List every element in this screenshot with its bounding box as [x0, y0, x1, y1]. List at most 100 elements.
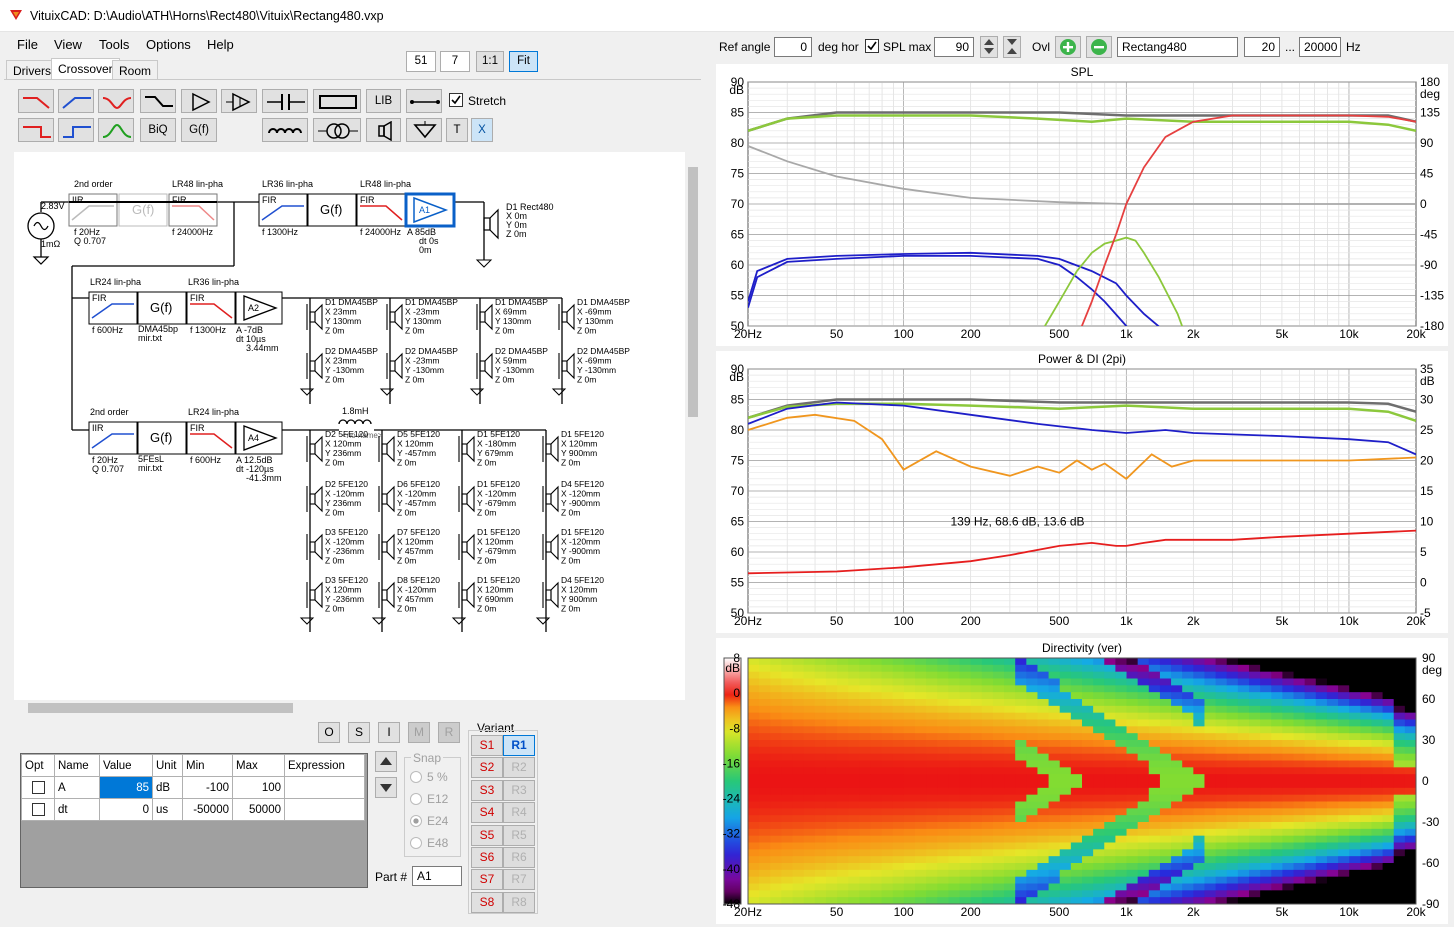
speaker-icon[interactable]: [378, 581, 395, 609]
power-di-chart[interactable]: Power & DI (2pi)20Hz 50 100 200 500 1k 2k 5k 10k…: [716, 351, 1448, 633]
t-button[interactable]: T: [446, 118, 468, 142]
snap-option[interactable]: E24: [410, 814, 448, 828]
variant-s-button[interactable]: S8: [471, 891, 503, 913]
variant-s-button[interactable]: S2: [471, 757, 503, 779]
lowpass2-button[interactable]: [18, 118, 54, 142]
max-cell[interactable]: 100: [232, 776, 285, 799]
notch-red-button[interactable]: [98, 89, 134, 113]
speaker-icon[interactable]: [306, 581, 323, 609]
vertical-scrollbar[interactable]: [685, 152, 701, 700]
bandpass-button[interactable]: [98, 118, 134, 142]
move-down-button[interactable]: [375, 777, 397, 798]
capacitor-button[interactable]: [262, 89, 308, 113]
remove-overlay-button[interactable]: [1086, 36, 1112, 58]
speaker-icon[interactable]: [558, 303, 575, 331]
variant-r-button[interactable]: R1: [503, 735, 535, 756]
variant-s-button[interactable]: S6: [471, 847, 503, 868]
o-button[interactable]: O: [318, 722, 340, 743]
move-up-button[interactable]: [375, 751, 397, 772]
stretch-checkbox[interactable]: [449, 93, 463, 107]
table-row[interactable]: dt 0 us -50000 50000: [21, 798, 365, 821]
speaker-icon[interactable]: [386, 303, 403, 331]
max-cell[interactable]: 50000: [232, 798, 285, 821]
gf-block[interactable]: [307, 193, 357, 227]
variant-r-button[interactable]: R6: [503, 847, 535, 868]
speaker-icon[interactable]: [458, 533, 475, 561]
speaker-icon[interactable]: [542, 485, 559, 513]
speaker-icon[interactable]: [306, 485, 323, 513]
opt-cell[interactable]: [21, 776, 55, 799]
snap-option[interactable]: E12: [410, 792, 448, 806]
i-button[interactable]: I: [378, 722, 400, 743]
fir-block[interactable]: [168, 193, 218, 227]
snap-option[interactable]: 5 %: [410, 770, 448, 784]
speaker-icon[interactable]: [542, 533, 559, 561]
opt-checkbox[interactable]: [31, 781, 45, 794]
menu-help[interactable]: Help: [207, 37, 234, 52]
iir-block[interactable]: [68, 193, 118, 227]
freq-high-input[interactable]: 20000: [1299, 37, 1341, 57]
freq-low-input[interactable]: 20: [1244, 37, 1280, 57]
scroll-thumb[interactable]: [688, 167, 698, 417]
tab-room[interactable]: Room: [112, 60, 159, 80]
snap-option[interactable]: E48: [410, 836, 448, 850]
gf-block[interactable]: [137, 421, 187, 455]
menu-options[interactable]: Options: [146, 37, 191, 52]
variant-r-button[interactable]: R4: [503, 802, 535, 824]
part-input[interactable]: A1: [412, 866, 462, 886]
highpass2-button[interactable]: [58, 118, 94, 142]
buffer-button[interactable]: [221, 89, 257, 113]
schematic-canvas[interactable]: 2.83V 1mΩ 2nd order IIR f 20Hz Q 0.707 G…: [14, 152, 699, 700]
variant-r-button[interactable]: R3: [503, 779, 535, 801]
spl-max-input[interactable]: 90: [934, 37, 974, 57]
fir-block[interactable]: [88, 291, 138, 325]
parameter-grid[interactable]: Opt Name Value Unit Min Max Expression A…: [20, 753, 368, 888]
gf-button[interactable]: G(f): [181, 118, 217, 142]
speaker-icon[interactable]: [306, 435, 323, 463]
value-cell[interactable]: 85: [99, 776, 153, 799]
speaker-icon[interactable]: [542, 581, 559, 609]
lib-button[interactable]: LIB: [366, 89, 401, 113]
horizontal-scrollbar[interactable]: [14, 700, 685, 716]
table-row[interactable]: A 85 dB -100 100: [21, 776, 365, 799]
variant-s-button[interactable]: S3: [471, 779, 503, 801]
highpass-blue-button[interactable]: [58, 89, 94, 113]
inductor-button[interactable]: [262, 118, 308, 142]
variant-s-button[interactable]: S4: [471, 802, 503, 824]
zoom-fit-button[interactable]: Fit: [509, 51, 538, 72]
min-cell[interactable]: -100: [182, 776, 233, 799]
speaker-icon[interactable]: [378, 485, 395, 513]
fir-block[interactable]: [186, 291, 236, 325]
zoom-1to1-button[interactable]: 1:1: [476, 51, 504, 72]
menu-view[interactable]: View: [54, 37, 82, 52]
tab-crossover[interactable]: Crossover: [51, 58, 120, 80]
r-button[interactable]: R: [438, 722, 460, 743]
wire-button[interactable]: [406, 89, 442, 113]
menu-tools[interactable]: Tools: [99, 37, 130, 52]
opt-checkbox[interactable]: [31, 803, 45, 816]
variant-s-button[interactable]: S1: [471, 735, 503, 756]
speaker-icon[interactable]: [386, 352, 403, 380]
speaker-icon[interactable]: [306, 533, 323, 561]
ref-angle-input[interactable]: 0: [774, 37, 812, 57]
spl-spin-button[interactable]: [980, 36, 998, 58]
lowpass-red-button[interactable]: [18, 89, 54, 113]
value-cell[interactable]: 0: [99, 798, 153, 821]
spl-range-button[interactable]: [1003, 36, 1021, 58]
speaker-icon[interactable]: [306, 303, 323, 331]
speaker-icon[interactable]: [476, 303, 493, 331]
speaker-icon[interactable]: [378, 435, 395, 463]
directivity-chart[interactable]: Directivity (ver) 8 0 -8 -16 -24 -32 -40 -48 dB 20…: [716, 638, 1448, 924]
iir-block[interactable]: [88, 421, 138, 455]
add-overlay-button[interactable]: [1055, 36, 1081, 58]
opt-cell[interactable]: [21, 798, 55, 821]
min-cell[interactable]: -50000: [182, 798, 233, 821]
shelf-button[interactable]: [140, 89, 176, 113]
s-button[interactable]: S: [348, 722, 370, 743]
speaker-icon[interactable]: [306, 352, 323, 380]
variant-r-button[interactable]: R5: [503, 824, 535, 846]
speaker-icon[interactable]: [542, 435, 559, 463]
expression-cell[interactable]: [284, 776, 365, 799]
scroll-thumb[interactable]: [28, 703, 293, 713]
speaker-icon[interactable]: [476, 352, 493, 380]
